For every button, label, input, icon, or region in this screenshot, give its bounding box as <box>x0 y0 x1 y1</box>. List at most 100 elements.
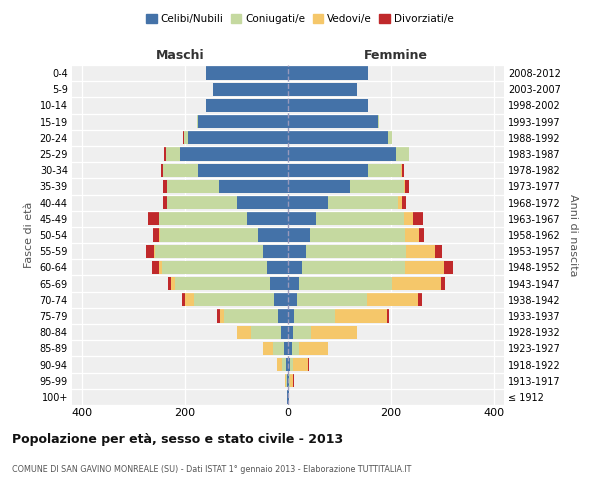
Bar <box>310 228 405 241</box>
Bar <box>194 293 274 306</box>
Bar <box>146 244 154 258</box>
Bar <box>441 277 445 290</box>
Bar <box>220 310 224 322</box>
Bar <box>316 212 404 226</box>
Bar <box>206 66 288 80</box>
Bar <box>168 277 171 290</box>
Bar <box>293 358 308 371</box>
Text: COMUNE DI SAN GAVINO MONREALE (SU) - Dati ISTAT 1° gennaio 2013 - Elaborazione T: COMUNE DI SAN GAVINO MONREALE (SU) - Dat… <box>12 466 412 474</box>
Bar <box>401 164 402 177</box>
Bar <box>285 374 286 388</box>
Bar <box>287 390 288 404</box>
Bar <box>160 212 247 226</box>
Bar <box>292 342 299 355</box>
Bar <box>166 148 180 160</box>
Bar <box>286 358 288 371</box>
Bar <box>288 131 388 144</box>
Bar <box>293 326 311 339</box>
Bar <box>251 326 281 339</box>
Bar <box>286 374 287 388</box>
Bar <box>167 180 218 193</box>
Bar <box>350 180 404 193</box>
Bar <box>160 228 258 241</box>
Bar <box>418 293 422 306</box>
Bar <box>308 358 309 371</box>
Bar <box>247 212 288 226</box>
Bar <box>163 180 167 193</box>
Bar <box>413 212 423 226</box>
Bar <box>367 293 418 306</box>
Text: Maschi: Maschi <box>155 49 205 62</box>
Bar <box>148 212 160 226</box>
Bar <box>434 244 442 258</box>
Legend: Celibi/Nubili, Coniugati/e, Vedovi/e, Divorziati/e: Celibi/Nubili, Coniugati/e, Vedovi/e, Di… <box>142 10 458 29</box>
Bar <box>198 164 288 177</box>
Bar <box>401 196 406 209</box>
Bar <box>217 310 220 322</box>
Bar <box>152 260 160 274</box>
Bar <box>288 66 368 80</box>
Bar <box>153 228 160 241</box>
Bar <box>277 358 282 371</box>
Bar <box>404 180 405 193</box>
Bar <box>206 99 288 112</box>
Bar <box>288 277 299 290</box>
Bar <box>270 277 288 290</box>
Bar <box>287 374 288 388</box>
Y-axis label: Fasce di età: Fasce di età <box>24 202 34 268</box>
Bar <box>258 228 288 241</box>
Bar <box>335 310 387 322</box>
Text: Femmine: Femmine <box>364 49 428 62</box>
Bar <box>263 342 273 355</box>
Bar <box>404 212 413 226</box>
Bar <box>268 260 288 274</box>
Bar <box>288 180 350 193</box>
Bar <box>288 293 297 306</box>
Bar <box>402 164 404 177</box>
Bar <box>387 310 389 322</box>
Bar <box>419 228 424 241</box>
Bar <box>288 115 378 128</box>
Bar <box>160 260 162 274</box>
Bar <box>284 342 288 355</box>
Bar <box>392 277 441 290</box>
Bar <box>164 148 166 160</box>
Bar <box>288 326 293 339</box>
Bar <box>288 148 396 160</box>
Bar <box>288 310 294 322</box>
Bar <box>180 148 288 160</box>
Bar <box>281 326 288 339</box>
Bar <box>274 293 288 306</box>
Bar <box>197 115 198 128</box>
Bar <box>288 244 306 258</box>
Bar <box>388 131 392 144</box>
Bar <box>167 196 236 209</box>
Bar <box>405 180 409 193</box>
Bar <box>214 82 288 96</box>
Bar <box>311 326 358 339</box>
Bar <box>154 244 155 258</box>
Bar <box>198 115 288 128</box>
Bar <box>288 196 328 209</box>
Bar <box>288 374 289 388</box>
Bar <box>299 342 328 355</box>
Bar <box>263 244 288 258</box>
Bar <box>282 358 286 371</box>
Bar <box>396 148 409 160</box>
Bar <box>294 310 335 322</box>
Bar <box>299 277 392 290</box>
Bar <box>405 260 444 274</box>
Bar <box>162 260 268 274</box>
Bar <box>302 260 405 274</box>
Bar <box>182 293 185 306</box>
Bar <box>182 131 184 144</box>
Bar <box>224 310 278 322</box>
Bar <box>236 326 251 339</box>
Bar <box>444 260 453 274</box>
Bar <box>188 131 288 144</box>
Bar <box>398 196 401 209</box>
Bar <box>288 228 310 241</box>
Bar <box>163 164 198 177</box>
Bar <box>236 196 288 209</box>
Bar <box>288 390 289 404</box>
